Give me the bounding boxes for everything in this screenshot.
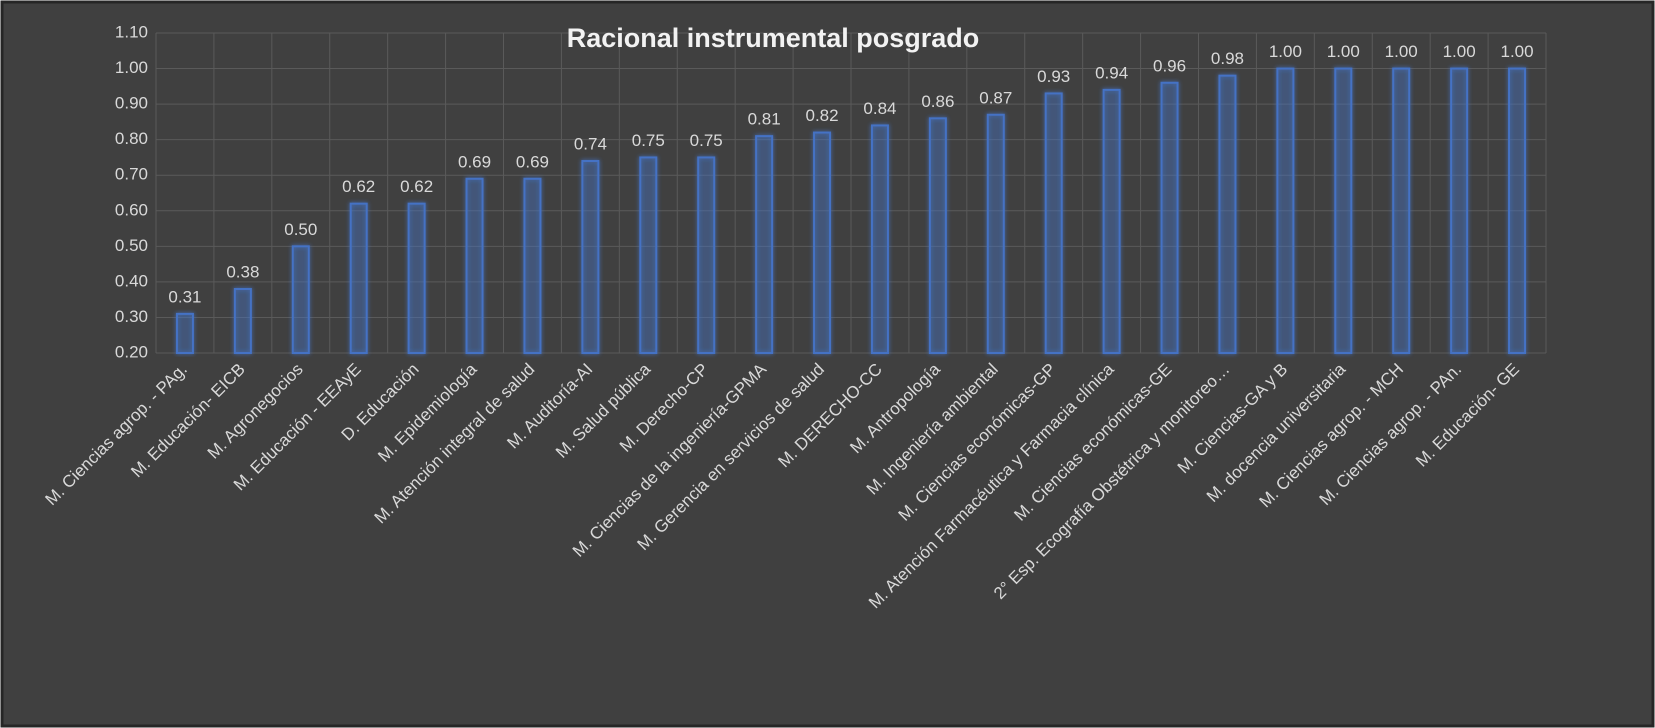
y-tick-label: 0.40 xyxy=(115,271,148,290)
bar xyxy=(1160,81,1179,355)
bar xyxy=(581,160,600,354)
bar xyxy=(349,202,368,354)
bar xyxy=(1102,88,1121,354)
bar xyxy=(523,177,542,354)
bar xyxy=(175,312,194,354)
y-tick-label: 0.80 xyxy=(115,129,148,148)
data-label: 0.82 xyxy=(805,106,838,125)
data-label: 0.69 xyxy=(458,152,491,171)
data-label: 0.50 xyxy=(284,220,317,239)
data-label: 0.62 xyxy=(342,177,375,196)
y-tick-label: 0.20 xyxy=(115,342,148,361)
y-tick-label: 0.50 xyxy=(115,236,148,255)
y-tick-label: 1.00 xyxy=(115,58,148,77)
bar xyxy=(697,156,716,354)
bar xyxy=(928,117,947,355)
bar xyxy=(233,288,252,354)
bar xyxy=(1218,74,1237,355)
data-label: 0.74 xyxy=(574,134,607,153)
data-label: 0.81 xyxy=(748,110,781,129)
data-label: 0.86 xyxy=(921,92,954,111)
bar xyxy=(870,124,889,354)
data-label: 0.96 xyxy=(1153,56,1186,75)
y-tick-label: 0.70 xyxy=(115,165,148,184)
data-label: 1.00 xyxy=(1269,42,1302,61)
bar xyxy=(1276,67,1295,355)
data-label: 0.62 xyxy=(400,177,433,196)
data-label: 0.87 xyxy=(979,88,1012,107)
data-label: 0.31 xyxy=(168,287,201,306)
chart-title: Racional instrumental posgrado xyxy=(567,23,980,53)
data-label: 1.00 xyxy=(1500,42,1533,61)
grid xyxy=(155,32,1547,354)
bar xyxy=(1392,67,1411,355)
bar xyxy=(1334,67,1353,355)
data-label: 0.94 xyxy=(1095,63,1128,82)
data-label: 1.00 xyxy=(1443,42,1476,61)
data-label: 0.75 xyxy=(632,131,665,150)
data-label: 1.00 xyxy=(1385,42,1418,61)
bar xyxy=(1044,92,1063,354)
data-label: 0.38 xyxy=(226,262,259,281)
bar xyxy=(1450,67,1469,355)
marks xyxy=(175,67,1527,355)
y-tick-label: 0.90 xyxy=(115,94,148,113)
bar xyxy=(291,245,310,354)
bar xyxy=(813,131,832,354)
bar xyxy=(1508,67,1527,355)
bar xyxy=(755,135,774,354)
bar xyxy=(407,202,426,354)
bar xyxy=(986,113,1005,355)
y-tick-label: 0.60 xyxy=(115,200,148,219)
data-label: 0.69 xyxy=(516,152,549,171)
y-tick-label: 1.10 xyxy=(115,22,148,41)
data-label: 1.00 xyxy=(1327,42,1360,61)
data-label: 0.98 xyxy=(1211,49,1244,68)
data-label: 0.75 xyxy=(690,131,723,150)
bar xyxy=(465,177,484,354)
data-label: 0.84 xyxy=(863,99,896,118)
data-label: 0.93 xyxy=(1037,67,1070,86)
y-tick-label: 0.30 xyxy=(115,307,148,326)
bar xyxy=(639,156,658,354)
